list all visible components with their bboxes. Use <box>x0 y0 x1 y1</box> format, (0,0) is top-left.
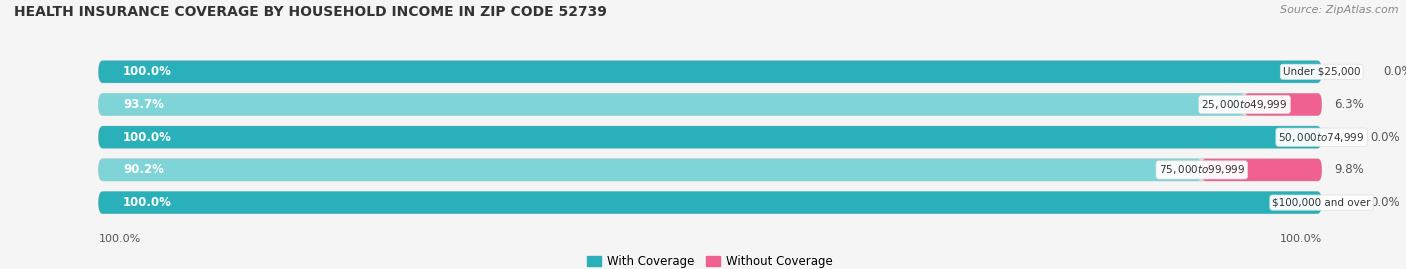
Text: $25,000 to $49,999: $25,000 to $49,999 <box>1201 98 1288 111</box>
Text: 0.0%: 0.0% <box>1371 131 1400 144</box>
Text: Source: ZipAtlas.com: Source: ZipAtlas.com <box>1281 5 1399 15</box>
FancyBboxPatch shape <box>98 61 1322 83</box>
FancyBboxPatch shape <box>98 126 1322 148</box>
FancyBboxPatch shape <box>1202 159 1322 181</box>
FancyBboxPatch shape <box>98 93 1322 116</box>
Text: 0.0%: 0.0% <box>1371 196 1400 209</box>
Text: 100.0%: 100.0% <box>122 196 172 209</box>
Text: $50,000 to $74,999: $50,000 to $74,999 <box>1278 131 1365 144</box>
Text: 100.0%: 100.0% <box>1279 234 1322 244</box>
Text: 93.7%: 93.7% <box>122 98 163 111</box>
FancyBboxPatch shape <box>98 192 1322 214</box>
FancyBboxPatch shape <box>98 192 1322 214</box>
Text: 100.0%: 100.0% <box>122 131 172 144</box>
FancyBboxPatch shape <box>1322 61 1371 83</box>
Text: Under $25,000: Under $25,000 <box>1282 67 1361 77</box>
FancyBboxPatch shape <box>98 159 1202 181</box>
FancyBboxPatch shape <box>1322 192 1358 214</box>
Text: 90.2%: 90.2% <box>122 163 163 176</box>
Text: HEALTH INSURANCE COVERAGE BY HOUSEHOLD INCOME IN ZIP CODE 52739: HEALTH INSURANCE COVERAGE BY HOUSEHOLD I… <box>14 5 607 19</box>
Text: $75,000 to $99,999: $75,000 to $99,999 <box>1159 163 1244 176</box>
Text: 100.0%: 100.0% <box>98 234 141 244</box>
FancyBboxPatch shape <box>98 126 1322 148</box>
FancyBboxPatch shape <box>98 61 1322 83</box>
FancyBboxPatch shape <box>1322 126 1358 148</box>
Text: 100.0%: 100.0% <box>122 65 172 78</box>
Text: 9.8%: 9.8% <box>1334 163 1364 176</box>
Text: 0.0%: 0.0% <box>1384 65 1406 78</box>
FancyBboxPatch shape <box>1244 93 1322 116</box>
Legend: With Coverage, Without Coverage: With Coverage, Without Coverage <box>586 255 834 268</box>
Text: 6.3%: 6.3% <box>1334 98 1364 111</box>
FancyBboxPatch shape <box>98 93 1244 116</box>
Text: $100,000 and over: $100,000 and over <box>1272 198 1371 208</box>
FancyBboxPatch shape <box>98 159 1322 181</box>
